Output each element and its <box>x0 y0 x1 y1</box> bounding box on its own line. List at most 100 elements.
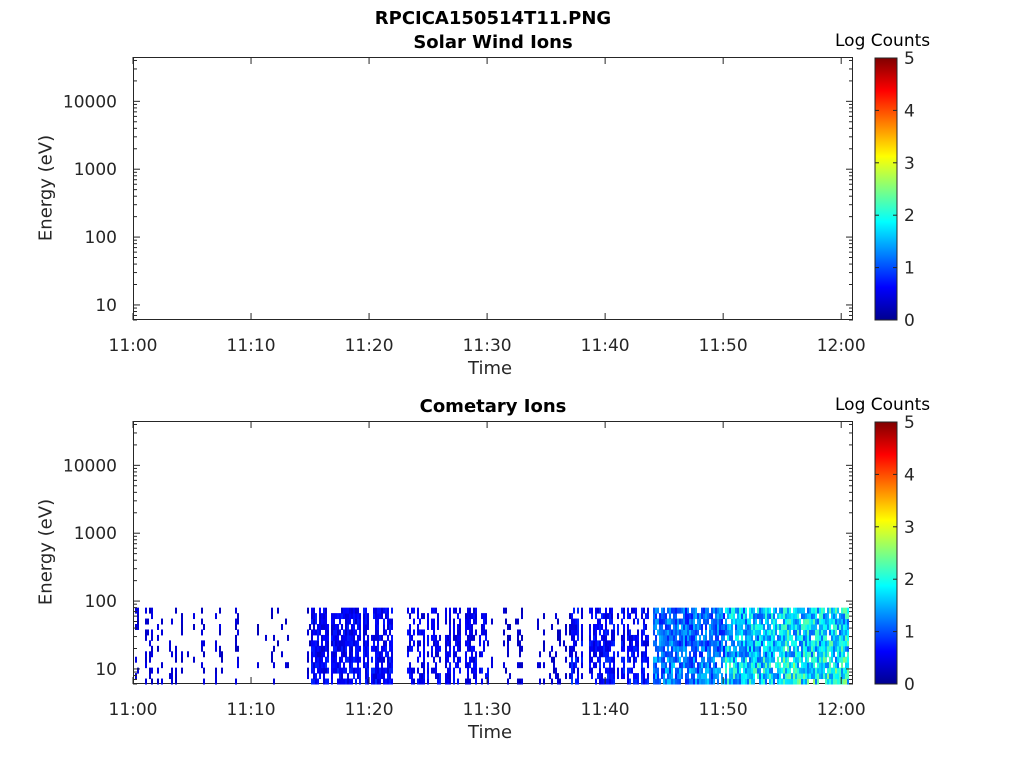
heatmap-cell <box>679 629 681 636</box>
heatmap-cell <box>317 629 319 636</box>
heatmap-cell <box>145 656 147 663</box>
heatmap-cell <box>387 673 389 680</box>
heatmap-cell <box>761 673 763 680</box>
heatmap-cell <box>365 673 367 680</box>
heatmap-cell <box>631 667 633 674</box>
heatmap-cell <box>689 629 691 636</box>
heatmap-cell <box>385 645 387 652</box>
heatmap-cell <box>473 618 475 625</box>
heatmap-cell <box>693 656 695 663</box>
heatmap-cell <box>655 634 657 641</box>
heatmap-cell <box>757 634 759 641</box>
heatmap-cell <box>843 640 845 647</box>
heatmap-cell <box>455 607 457 614</box>
heatmap-cell <box>779 651 781 658</box>
heatmap-cell <box>657 607 659 614</box>
heatmap-cell <box>391 645 393 652</box>
heatmap-cell <box>815 645 817 652</box>
heatmap-cell <box>373 607 375 614</box>
heatmap-cell <box>671 667 673 674</box>
heatmap-cell <box>643 624 645 630</box>
heatmap-cell <box>373 634 375 641</box>
heatmap-cell <box>845 618 847 625</box>
heatmap-cell <box>767 673 769 680</box>
heatmap-cell <box>605 634 607 641</box>
heatmap-cell <box>755 640 757 647</box>
heatmap-cell <box>549 651 551 658</box>
heatmap-cell <box>695 629 697 636</box>
heatmap-cell <box>565 629 567 636</box>
heatmap-cell <box>761 618 763 625</box>
heatmap-cell <box>791 640 793 647</box>
heatmap-cell <box>623 629 625 636</box>
heatmap-cell <box>645 624 647 630</box>
heatmap-cell <box>691 629 693 636</box>
heatmap-cell <box>345 634 347 641</box>
heatmap-cell <box>701 624 703 630</box>
heatmap-cell <box>737 678 739 685</box>
heatmap-cell <box>469 607 471 614</box>
heatmap-cell <box>725 662 727 669</box>
heatmap-cell <box>375 607 377 614</box>
heatmap-cell <box>823 640 825 647</box>
heatmap-cell <box>161 662 163 669</box>
heatmap-cell <box>517 634 519 641</box>
heatmap-cell <box>675 667 677 674</box>
heatmap-cell <box>375 678 377 685</box>
heatmap-cell <box>717 613 719 620</box>
heatmap-cell <box>367 673 369 680</box>
heatmap-cell <box>699 667 701 674</box>
heatmap-cell <box>315 673 317 680</box>
heatmap-cell <box>825 656 827 663</box>
heatmap-cell <box>701 662 703 669</box>
heatmap-cell <box>753 640 755 647</box>
colorbar-tick-label: 5 <box>904 49 915 69</box>
heatmap-cell <box>773 640 775 647</box>
heatmap-cell <box>171 678 173 685</box>
heatmap-cell <box>621 618 623 625</box>
heatmap-cell <box>677 667 679 674</box>
heatmap-cell <box>763 640 765 647</box>
heatmap-cell <box>841 678 843 685</box>
heatmap-cell <box>729 662 731 669</box>
heatmap-cell <box>695 613 697 620</box>
heatmap-cell <box>751 678 753 685</box>
heatmap-cell <box>671 678 673 685</box>
heatmap-cell <box>623 613 625 620</box>
heatmap-cell <box>821 634 823 641</box>
heatmap-cell <box>825 634 827 641</box>
heatmap-cell <box>793 667 795 674</box>
heatmap-cell <box>629 645 631 652</box>
heatmap-cell <box>831 640 833 647</box>
heatmap-cell <box>355 640 357 647</box>
heatmap-cell <box>699 634 701 641</box>
heatmap-cell <box>697 673 699 680</box>
heatmap-cell <box>509 634 511 641</box>
heatmap-cell <box>313 678 315 685</box>
heatmap-cell <box>657 656 659 663</box>
heatmap-cell <box>697 645 699 652</box>
heatmap-cell <box>795 656 797 663</box>
heatmap-cell <box>725 678 727 685</box>
heatmap-cell <box>719 640 721 647</box>
heatmap-cell <box>801 634 803 641</box>
heatmap-cell <box>815 634 817 641</box>
heatmap-cell <box>753 662 755 669</box>
heatmap-cell <box>449 629 451 636</box>
heatmap-cell <box>349 640 351 647</box>
heatmap-cell <box>707 656 709 663</box>
heatmap-cell <box>759 634 761 641</box>
heatmap-cell <box>805 624 807 630</box>
heatmap-cell <box>693 634 695 641</box>
heatmap-cell <box>635 613 637 620</box>
heatmap-cell <box>835 656 837 663</box>
heatmap-cell <box>375 667 377 674</box>
heatmap-cell <box>707 678 709 685</box>
heatmap-cell <box>169 673 171 680</box>
heatmap-cell <box>353 629 355 636</box>
heatmap-cell <box>721 645 723 652</box>
heatmap-cell <box>731 678 733 685</box>
heatmap-cell <box>787 640 789 647</box>
heatmap-cell <box>847 634 849 641</box>
heatmap-cell <box>725 656 727 663</box>
